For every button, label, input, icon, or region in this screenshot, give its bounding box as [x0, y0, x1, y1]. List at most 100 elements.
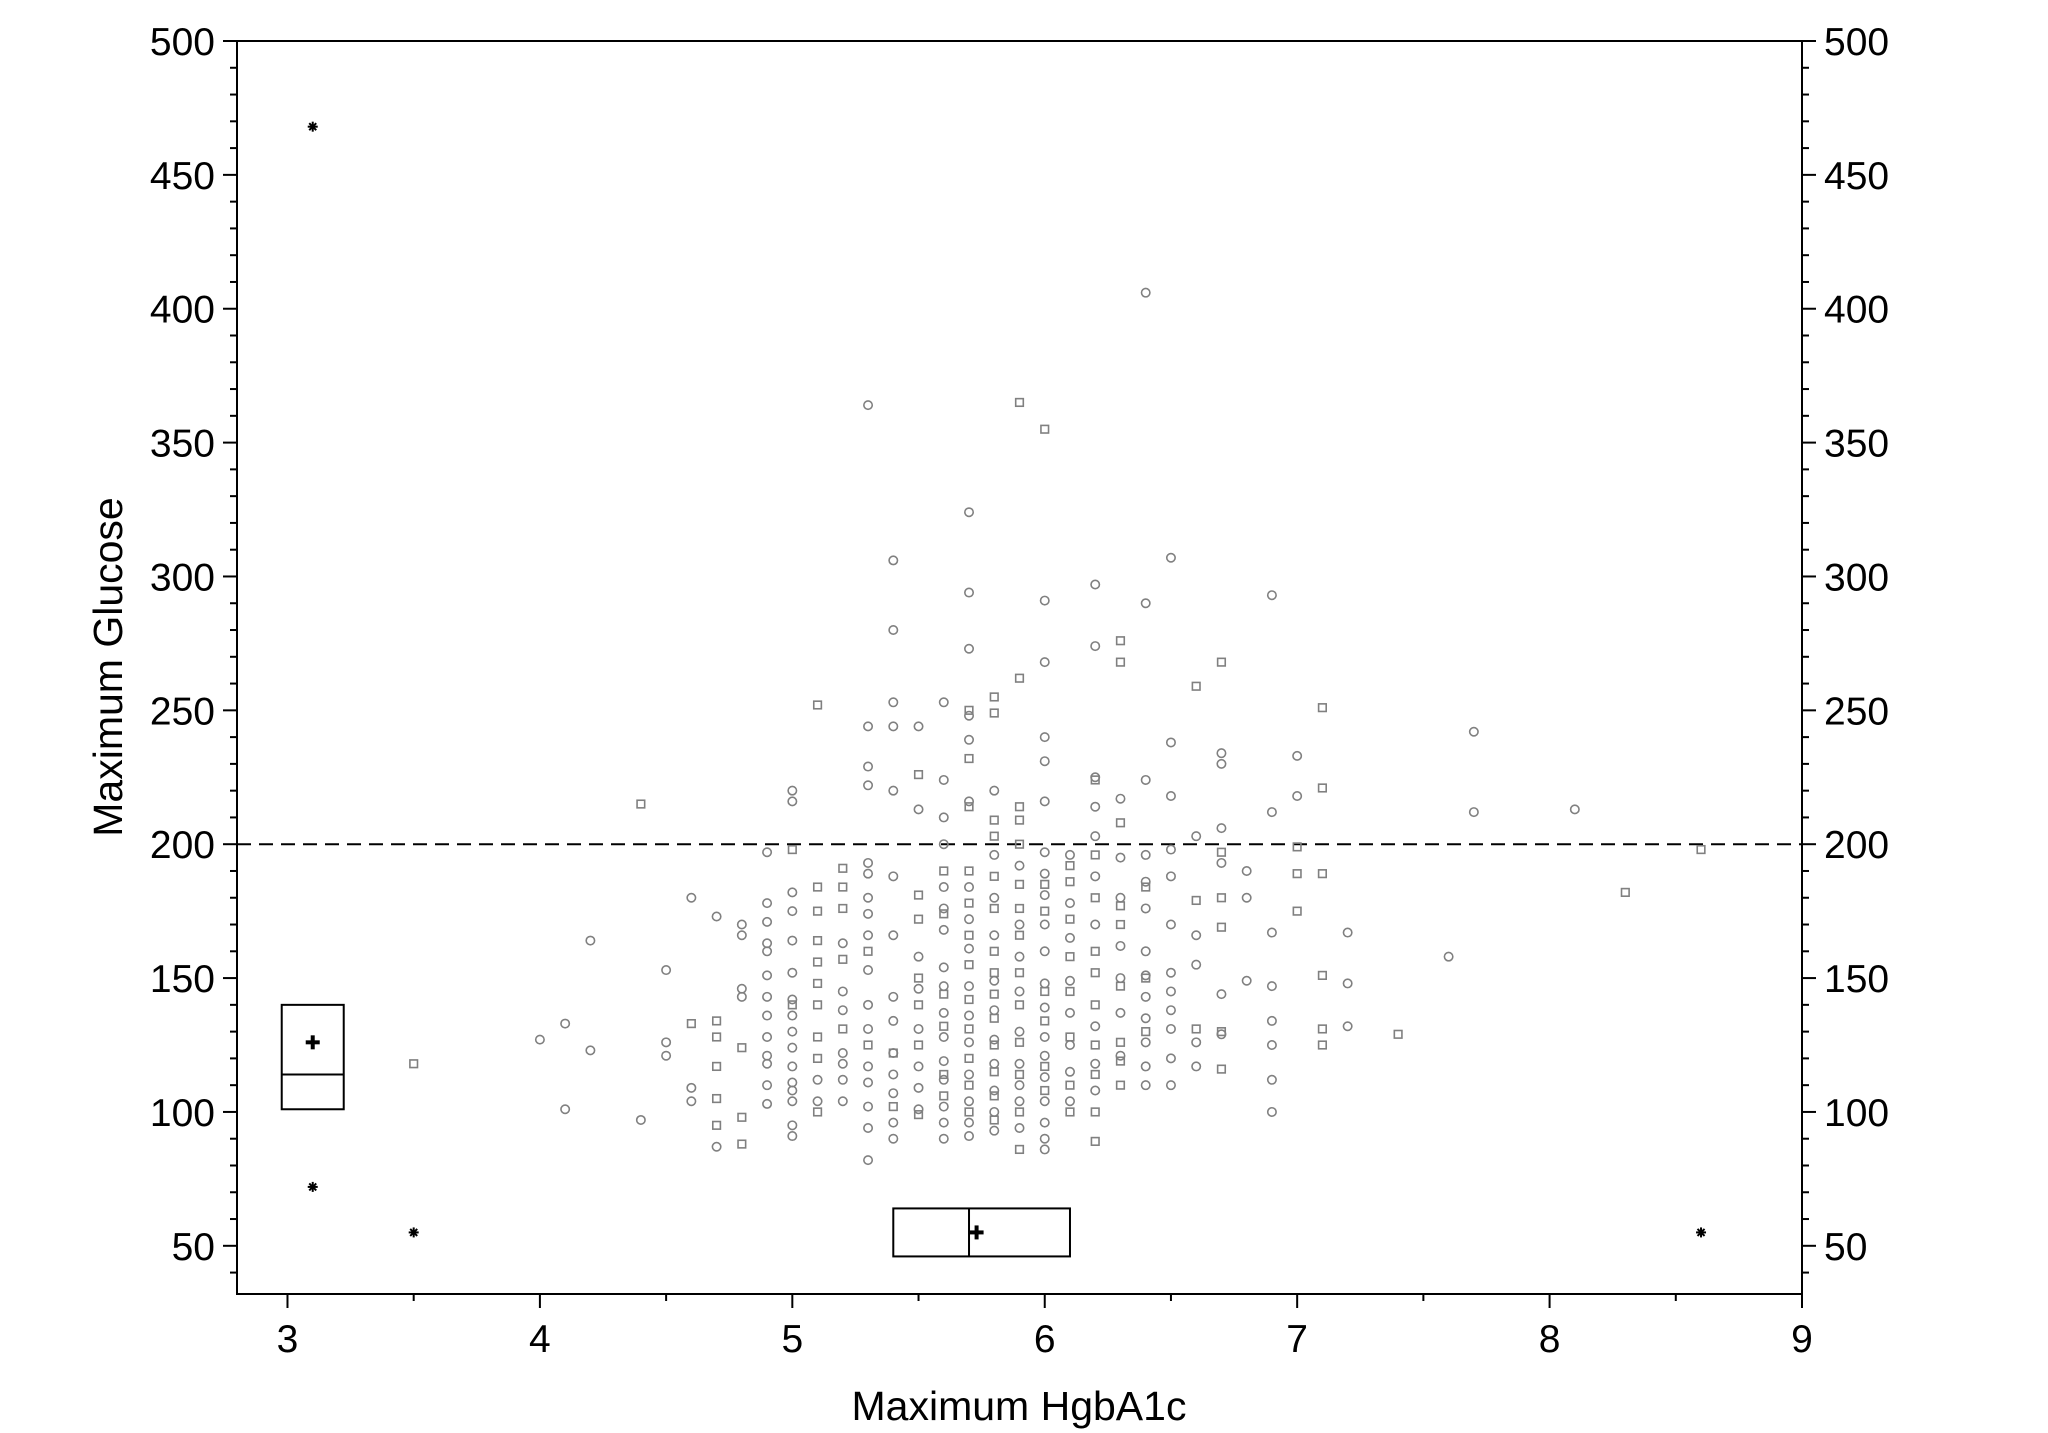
x-axis-title: Maximum HgbA1c [852, 1383, 1187, 1429]
data-point-circle [964, 1117, 975, 1128]
data-point-square [1317, 1040, 1328, 1050]
data-point-circle [913, 721, 924, 732]
data-point-circle [1090, 801, 1101, 812]
data-point-square [989, 708, 999, 718]
data-point-circle [1216, 1029, 1227, 1040]
data-point-circle [1039, 1031, 1050, 1042]
data-point-circle [1191, 1037, 1202, 1048]
data-point-circle [938, 1117, 949, 1128]
data-point-square [1040, 1016, 1050, 1026]
data-point-square [1115, 818, 1126, 828]
data-point-square [838, 863, 848, 873]
data-point-circle [1191, 1061, 1202, 1072]
data-point-circle [1039, 756, 1050, 767]
data-point-square [711, 1016, 722, 1026]
data-point-square [812, 700, 823, 710]
data-point-circle [938, 1007, 949, 1018]
outlier-star [408, 1227, 419, 1238]
data-point-circle [686, 1082, 697, 1093]
data-point-circle [989, 930, 1000, 941]
data-point-square [1216, 1064, 1227, 1074]
data-point-square [964, 930, 974, 940]
data-point-square [1090, 850, 1100, 860]
data-point-circle [1342, 1021, 1353, 1032]
data-point-square [1115, 1080, 1126, 1090]
data-point-square [1115, 981, 1126, 991]
data-point-square [989, 692, 999, 702]
data-point-circle [837, 1005, 848, 1016]
data-point-circle [812, 1096, 823, 1107]
data-point-square [1065, 877, 1075, 887]
data-point-circle [1014, 1058, 1025, 1069]
data-point-circle [1090, 641, 1101, 652]
x-tick-label: 7 [1286, 1318, 1308, 1361]
x-tick-label: 6 [1034, 1318, 1056, 1361]
data-point-square [1065, 952, 1075, 962]
y-right-tick-label: 350 [1824, 423, 1889, 466]
data-point-circle [762, 970, 773, 981]
data-point-circle [938, 812, 949, 823]
data-point-circle [1266, 927, 1277, 938]
data-point-circle [686, 1096, 697, 1107]
data-point-circle [762, 898, 773, 909]
data-point-circle [1090, 871, 1101, 882]
y-right-tick-label: 300 [1824, 556, 1889, 599]
data-point-circle [736, 983, 747, 994]
data-point-circle [787, 1131, 798, 1142]
data-point-circle [989, 892, 1000, 903]
data-point-circle [1216, 989, 1227, 1000]
data-point-circle [787, 785, 798, 796]
data-point-circle [787, 887, 798, 898]
data-point-square [1040, 986, 1050, 997]
data-point-circle [888, 697, 899, 708]
data-point-circle [1039, 890, 1050, 901]
data-point-circle [1115, 940, 1126, 951]
data-point-circle [1165, 1005, 1176, 1016]
data-point-circle [585, 935, 596, 946]
data-point-square [1014, 815, 1025, 825]
data-point-square [1115, 636, 1126, 646]
data-point-circle [837, 986, 848, 997]
data-point-circle [661, 965, 672, 976]
data-point-circle [964, 981, 975, 992]
data-point-circle [964, 914, 975, 925]
data-point-circle [837, 1074, 848, 1085]
data-point-square [812, 957, 823, 967]
data-point-circle [964, 587, 975, 598]
data-point-square [1040, 1085, 1050, 1096]
outlier-star [1696, 1227, 1707, 1238]
data-point-square [1317, 869, 1328, 879]
data-point-circle [1266, 1040, 1277, 1051]
data-point-square [989, 1013, 999, 1023]
data-point-circle [938, 1074, 949, 1085]
data-point-circle [661, 1050, 672, 1061]
data-point-circle [913, 1023, 924, 1034]
data-point-circle [1140, 1013, 1151, 1024]
data-point-circle [736, 930, 747, 941]
data-point-circle [1014, 1123, 1025, 1134]
data-point-square [1090, 1069, 1100, 1080]
data-point-circle [938, 903, 949, 914]
data-point-circle [888, 1117, 899, 1128]
boxplot-box [280, 1003, 345, 1111]
data-point-circle [1115, 973, 1126, 984]
data-point-circle [888, 625, 899, 636]
data-point-square [964, 960, 974, 970]
data-point-circle [1342, 978, 1353, 989]
data-point-circle [787, 1096, 798, 1107]
data-point-square [812, 1107, 823, 1117]
outlier-star [307, 1181, 318, 1192]
data-point-circle [1140, 903, 1151, 914]
data-point-circle [964, 507, 975, 518]
data-point-circle [1140, 1037, 1151, 1048]
data-point-square [1014, 673, 1025, 683]
data-point-square [989, 1091, 999, 1101]
data-point-square [888, 1048, 898, 1058]
data-point-circle [964, 710, 975, 721]
data-point-circle [1014, 919, 1025, 930]
data-point-square [812, 906, 823, 916]
data-point-circle [1039, 1096, 1050, 1107]
data-point-square [1090, 1107, 1100, 1117]
data-point-square [913, 1110, 924, 1120]
data-point-circle [863, 1123, 874, 1134]
